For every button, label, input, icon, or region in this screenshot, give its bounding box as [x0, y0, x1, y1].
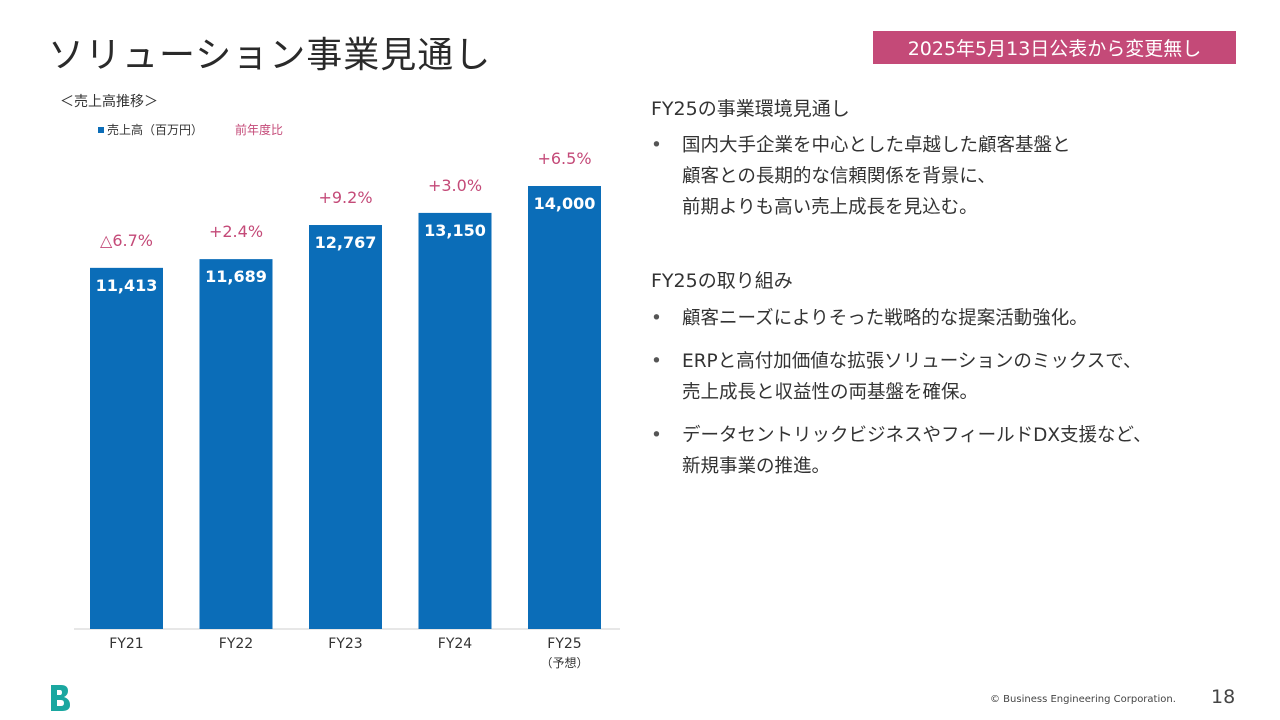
- sales-bar-chart: 11,413 △6.7% FY21 11,689 +2.4% FY22 12,767 +9.2…: [74, 149, 620, 670]
- initiative-item: データセントリックビジネスやフィールドDX支援など、 新規事業の推進。: [651, 420, 1231, 482]
- initiatives-list: 顧客ニーズによりそった戦略的な提案活動強化。 ERPと高付加価値な拡張ソリューシ…: [651, 303, 1231, 494]
- bar-fy23: [309, 225, 382, 630]
- yoy-label: +3.0%: [428, 176, 482, 195]
- bar-value-label: 11,689: [205, 267, 267, 286]
- x-tick-label: FY23: [328, 636, 362, 652]
- bar-fy24: [418, 212, 492, 629]
- initiatives-heading: FY25の取り組み: [651, 270, 793, 292]
- bar-fy22: [199, 259, 273, 629]
- x-tick-label: FY22: [219, 636, 253, 652]
- bar-fy25: [528, 186, 601, 629]
- bar-value-label: 13,150: [424, 221, 486, 240]
- yoy-label: +2.4%: [209, 222, 263, 241]
- x-tick-label: FY25: [547, 636, 581, 652]
- outlook-list: 国内大手企業を中心とした卓越した顧客基盤と 顧客との長期的な信頼関係を背景に、 …: [651, 130, 1231, 235]
- initiative-item: 顧客ニーズによりそった戦略的な提案活動強化。: [651, 303, 1231, 334]
- legend-sales-label: 売上高（百万円）: [107, 123, 204, 137]
- initiative-item: ERPと高付加価値な拡張ソリューションのミックスで、 売上成長と収益性の両基盤を…: [651, 346, 1231, 408]
- copyright-text: © Business Engineering Corporation.: [990, 694, 1176, 705]
- yoy-label: +6.5%: [537, 149, 591, 168]
- bar-value-label: 14,000: [534, 194, 596, 213]
- outlook-item: 国内大手企業を中心とした卓越した顧客基盤と 顧客との長期的な信頼関係を背景に、 …: [651, 130, 1231, 223]
- bar-fy21: [90, 267, 163, 629]
- legend-yoy-label: 前年度比: [235, 123, 284, 137]
- chart-heading: ＜売上高推移＞: [60, 94, 158, 110]
- x-tick-label: FY24: [438, 636, 473, 652]
- page-number: 18: [1211, 686, 1236, 708]
- bar-value-label: 11,413: [96, 276, 158, 295]
- yoy-label: +9.2%: [318, 188, 372, 207]
- status-badge: 2025年5月13日公表から変更無し: [873, 31, 1236, 64]
- outlook-heading: FY25の事業環境見通し: [651, 98, 850, 120]
- bar-value-label: 12,767: [315, 233, 377, 252]
- company-logo-icon: [51, 685, 70, 711]
- x-tick-label: FY21: [109, 636, 143, 652]
- legend-swatch-sales: [98, 126, 104, 133]
- yoy-label: △6.7%: [100, 231, 153, 250]
- x-tick-note: （予想）: [540, 655, 588, 670]
- chart-legend: 売上高（百万円） 前年度比: [98, 121, 283, 138]
- slide-title: ソリューション事業見通し: [48, 35, 492, 76]
